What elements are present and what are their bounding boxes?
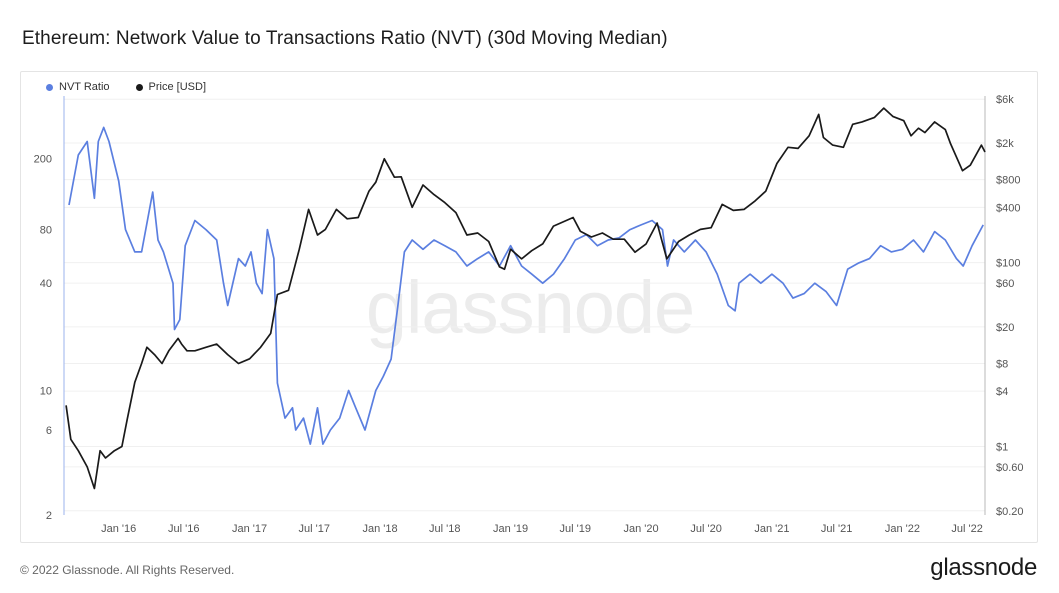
right-tick-label: $0.60 — [996, 462, 1024, 474]
left-tick-label: 40 — [40, 278, 52, 290]
left-axis: 2 6 10 40 80 200 — [34, 154, 52, 522]
gridlines — [64, 98, 985, 512]
legend-label-nvt: NVT Ratio — [59, 81, 110, 93]
series-layer — [65, 107, 986, 490]
x-tick-label: Jan '17 — [232, 523, 267, 535]
glassnode-logo[interactable]: glassnode — [930, 554, 1037, 581]
right-tick-label: $800 — [996, 175, 1020, 187]
x-tick-label: Jul '18 — [429, 523, 460, 535]
x-axis: Jan '16 Jul '16 Jan '17 Jul '17 Jan '18 Jul '… — [101, 523, 983, 535]
legend-item-nvt[interactable]: NVT Ratio — [46, 81, 110, 93]
series-line-price — [65, 107, 986, 490]
x-tick-label: Jan '18 — [362, 523, 397, 535]
x-tick-label: Jul '22 — [951, 523, 982, 535]
right-tick-label: $6k — [996, 94, 1014, 106]
x-tick-label: Jan '19 — [493, 523, 528, 535]
watermark: glassnode — [366, 266, 694, 349]
right-tick-label: $4 — [996, 386, 1008, 398]
right-tick-label: $20 — [996, 322, 1014, 334]
right-tick-label: $100 — [996, 258, 1020, 270]
right-tick-label: $8 — [996, 359, 1008, 371]
x-tick-label: Jan '16 — [101, 523, 136, 535]
right-tick-label: $1 — [996, 442, 1008, 454]
x-tick-label: Jan '21 — [754, 523, 789, 535]
series-line-nvt-ratio — [68, 126, 984, 445]
legend-dot-price — [135, 83, 143, 91]
right-tick-label: $2k — [996, 138, 1014, 150]
right-tick-label: $0.20 — [996, 506, 1024, 518]
x-tick-label: Jan '20 — [623, 523, 658, 535]
left-tick-label: 80 — [40, 225, 52, 237]
right-axis: $0.20 $0.60 $1 $4 $8 $20 $60 $100 $400 $800 $2k $6k — [996, 94, 1024, 518]
x-tick-label: Jan '22 — [885, 523, 920, 535]
x-tick-label: Jul '16 — [168, 523, 199, 535]
x-tick-label: Jul '20 — [690, 523, 721, 535]
left-tick-label: 2 — [46, 510, 52, 522]
left-tick-label: 6 — [46, 425, 52, 437]
legend-label-price: Price [USD] — [148, 81, 207, 93]
legend: NVT Ratio Price [USD] — [46, 81, 206, 93]
legend-item-price[interactable]: Price [USD] — [135, 81, 207, 93]
left-tick-label: 10 — [40, 385, 52, 397]
chart-frame — [20, 71, 1038, 543]
x-tick-label: Jul '19 — [560, 523, 591, 535]
x-tick-label: Jul '17 — [299, 523, 330, 535]
right-tick-label: $400 — [996, 202, 1020, 214]
copyright-text: © 2022 Glassnode. All Rights Reserved. — [20, 563, 235, 577]
chart-title: Ethereum: Network Value to Transactions … — [22, 28, 668, 49]
legend-dot-nvt — [46, 83, 53, 91]
x-tick-label: Jul '21 — [821, 523, 852, 535]
left-tick-label: 200 — [34, 154, 52, 166]
right-tick-label: $60 — [996, 278, 1014, 290]
